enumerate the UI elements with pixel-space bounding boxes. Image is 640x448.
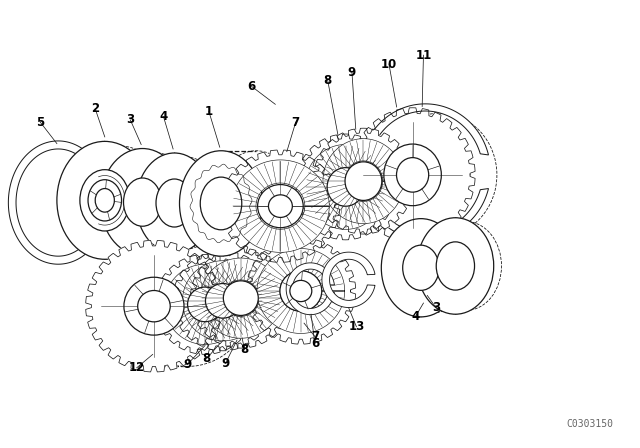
Ellipse shape	[381, 219, 461, 317]
Text: 1: 1	[205, 105, 213, 118]
Ellipse shape	[345, 162, 382, 200]
Polygon shape	[221, 150, 340, 262]
Ellipse shape	[124, 178, 161, 226]
Text: 5: 5	[36, 116, 44, 129]
Ellipse shape	[179, 151, 262, 256]
Ellipse shape	[384, 144, 442, 206]
Polygon shape	[313, 128, 414, 234]
Text: 3: 3	[432, 302, 440, 314]
Polygon shape	[173, 251, 273, 351]
Text: 8: 8	[202, 353, 211, 366]
Text: 4: 4	[159, 110, 168, 123]
Ellipse shape	[403, 245, 439, 290]
Polygon shape	[182, 261, 264, 341]
Text: 3: 3	[126, 113, 134, 126]
Text: 7: 7	[311, 330, 319, 343]
Polygon shape	[295, 134, 396, 240]
Ellipse shape	[280, 271, 322, 311]
Text: 8: 8	[324, 73, 332, 87]
Ellipse shape	[80, 170, 130, 231]
Text: 7: 7	[292, 116, 300, 129]
Ellipse shape	[200, 177, 242, 230]
Polygon shape	[155, 254, 255, 354]
Polygon shape	[8, 141, 107, 264]
Text: 6: 6	[248, 80, 256, 93]
Ellipse shape	[258, 185, 303, 228]
Ellipse shape	[156, 179, 193, 227]
Ellipse shape	[100, 149, 184, 256]
Polygon shape	[191, 248, 291, 348]
Polygon shape	[86, 241, 222, 372]
Ellipse shape	[327, 168, 364, 206]
Polygon shape	[305, 145, 386, 229]
Text: 2: 2	[91, 102, 99, 115]
Polygon shape	[246, 238, 356, 344]
Text: 4: 4	[412, 310, 420, 323]
Text: 8: 8	[241, 344, 249, 357]
Ellipse shape	[268, 195, 292, 217]
Ellipse shape	[57, 142, 153, 259]
Ellipse shape	[136, 153, 212, 253]
Polygon shape	[323, 139, 404, 224]
Ellipse shape	[397, 158, 429, 192]
Polygon shape	[164, 264, 246, 345]
Text: C0303150: C0303150	[567, 419, 614, 430]
Polygon shape	[257, 249, 345, 333]
Polygon shape	[322, 252, 375, 307]
Polygon shape	[360, 104, 488, 240]
Text: 9: 9	[183, 358, 191, 371]
Ellipse shape	[417, 218, 493, 314]
Polygon shape	[200, 258, 281, 338]
Text: 12: 12	[129, 361, 145, 375]
Text: 6: 6	[311, 337, 319, 350]
Ellipse shape	[138, 290, 170, 322]
Ellipse shape	[223, 281, 259, 315]
Polygon shape	[350, 108, 475, 242]
Text: 10: 10	[381, 58, 397, 71]
Polygon shape	[286, 263, 335, 314]
Text: 9: 9	[221, 357, 230, 370]
Text: 13: 13	[348, 320, 365, 333]
Ellipse shape	[124, 277, 184, 335]
Text: 11: 11	[415, 49, 431, 62]
Ellipse shape	[205, 284, 241, 318]
Ellipse shape	[436, 242, 474, 290]
Ellipse shape	[88, 180, 122, 221]
Ellipse shape	[290, 280, 312, 302]
Ellipse shape	[95, 189, 115, 212]
Text: 9: 9	[348, 66, 356, 79]
Ellipse shape	[188, 287, 223, 322]
Polygon shape	[232, 160, 329, 252]
